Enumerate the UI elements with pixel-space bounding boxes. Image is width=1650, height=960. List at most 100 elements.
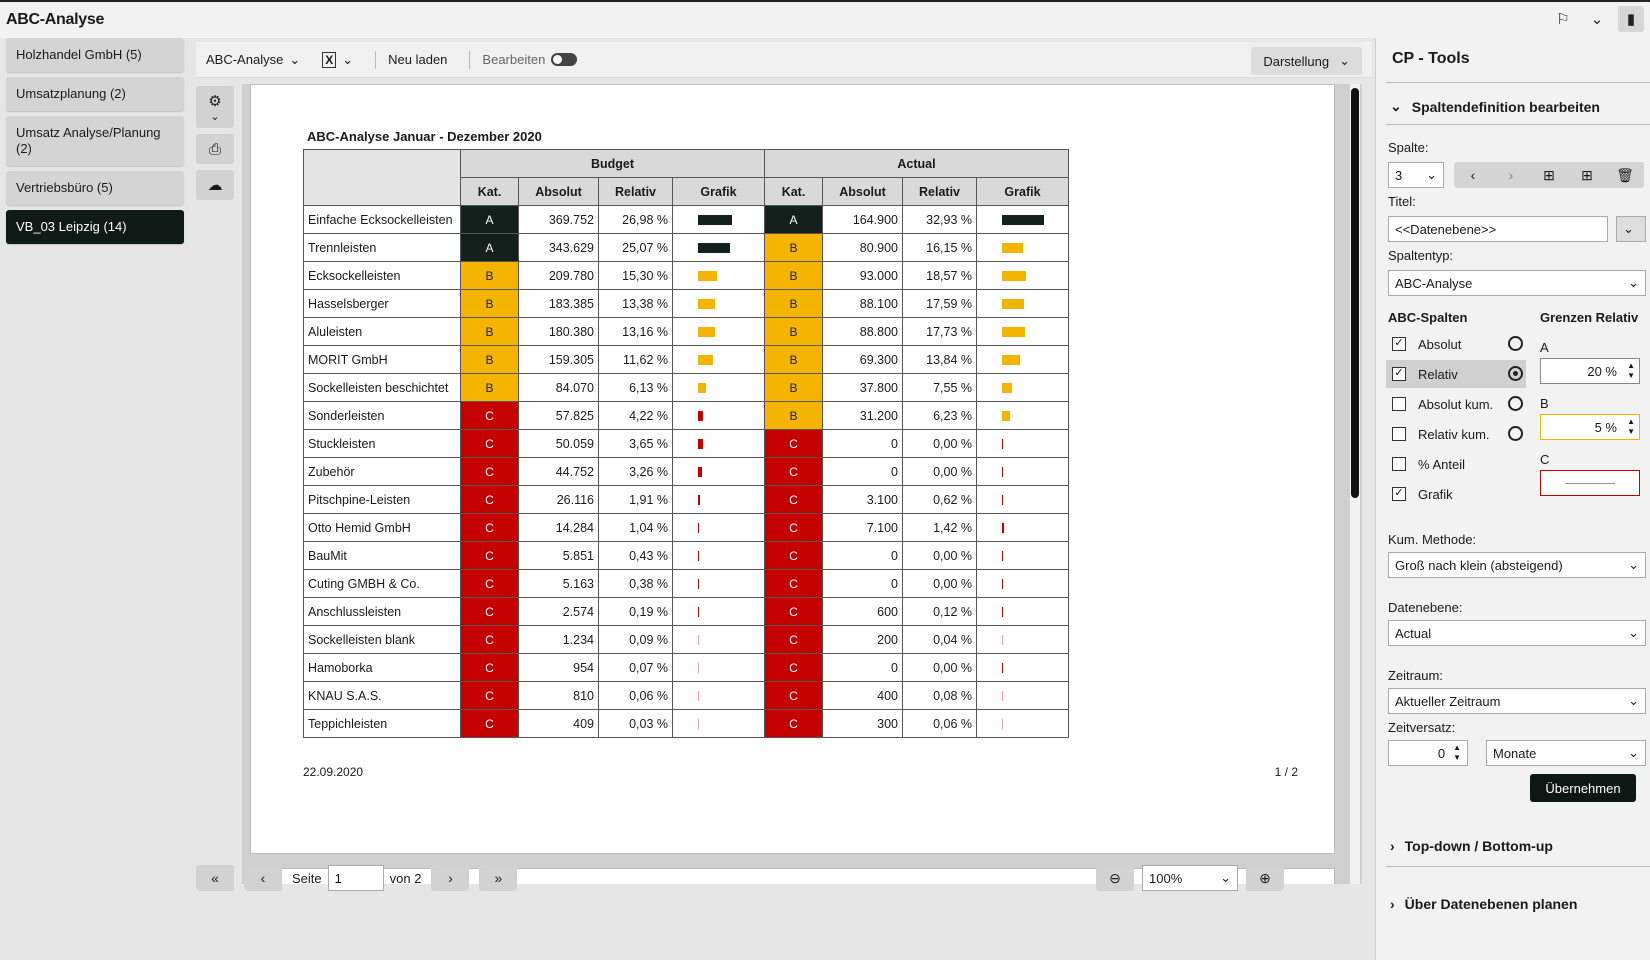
next-column-button[interactable]: › [1508, 167, 1514, 183]
next-page-button[interactable]: › [431, 865, 470, 891]
actual-bar [976, 541, 1069, 570]
prev-page-button[interactable]: ‹ [244, 865, 282, 891]
apply-button[interactable]: Übernehmen [1530, 774, 1636, 802]
zeitraum-label: Zeitraum: [1388, 668, 1443, 683]
actual-category: B [764, 345, 823, 374]
budget-absolute: 183.385 [518, 289, 599, 318]
nav-item[interactable]: Vertriebsbüro (5) [6, 171, 184, 205]
limit-a-input[interactable]: 20 % ▲ ▼ [1540, 358, 1640, 384]
grafik-bar [1002, 634, 1003, 645]
abc-option-row[interactable]: ✓ Absolut [1386, 330, 1526, 358]
spinner-icon[interactable]: ▲ ▼ [1627, 361, 1635, 380]
abc-option-row[interactable]: Absolut kum. [1386, 390, 1526, 418]
nav-item[interactable]: Umsatzplanung (2) [6, 77, 184, 111]
checkbox-checked-icon[interactable]: ✓ [1392, 487, 1406, 501]
settings-button[interactable]: ⚙ ⌄ [196, 86, 234, 128]
bookmark-icon[interactable]: ▮ [1618, 6, 1644, 32]
document-area[interactable]: ABC-Analyse Januar - Dezember 2020 Budge… [242, 84, 1362, 884]
titel-dropdown-button[interactable]: ⌄ [1616, 216, 1646, 242]
prev-column-button[interactable]: ‹ [1470, 167, 1476, 183]
toggle-switch[interactable] [551, 53, 578, 66]
chevron-down-icon: ⌄ [1390, 98, 1402, 114]
actual-category: C [764, 541, 823, 570]
display-button[interactable]: Darstellung ⌄ [1251, 47, 1362, 75]
first-page-button[interactable]: « [196, 865, 234, 891]
zeitversatz-input[interactable]: 0 ▲ ▼ [1388, 740, 1468, 766]
trash-icon[interactable]: 🗑 [1616, 166, 1634, 183]
kum-method-select[interactable]: Groß nach klein (absteigend) ⌄ [1388, 552, 1646, 578]
report-select[interactable]: ABC-Analyse ⌄ [206, 51, 301, 68]
actual-bar [976, 401, 1069, 430]
limit-b-input[interactable]: 5 % ▲ ▼ [1540, 414, 1640, 440]
left-navigation: Holzhandel GmbH (5) Umsatzplanung (2) Umsa… [0, 38, 190, 960]
zoom-select[interactable]: 100% ⌄ [1142, 865, 1238, 891]
flag-icon[interactable]: ⚐ [1556, 11, 1570, 28]
nav-item[interactable]: Holzhandel GmbH (5) [6, 38, 184, 72]
checkbox-icon[interactable] [1392, 427, 1406, 441]
spaltentyp-select[interactable]: ABC-Analyse ⌄ [1388, 270, 1646, 296]
spinner-icon[interactable]: ▲ ▼ [1627, 417, 1635, 436]
titel-input[interactable]: <<Datenebene>> [1388, 216, 1608, 242]
budget-bar [672, 289, 765, 318]
zeitversatz-unit-select[interactable]: Monate ⌄ [1486, 740, 1646, 766]
zoom-out-icon: ⊖ [1109, 869, 1121, 886]
scrollbar-thumb[interactable] [1351, 88, 1359, 498]
limits-label: Grenzen Relativ [1540, 310, 1639, 325]
chevron-down-icon: ⌄ [1628, 275, 1639, 290]
edit-toggle[interactable]: Bearbeiten [482, 52, 578, 67]
section-top-down[interactable]: › Top-down / Bottom-up [1390, 838, 1553, 854]
divider [1386, 866, 1650, 867]
insert-column-right-icon[interactable]: ⊞ [1581, 166, 1593, 183]
spalte-select[interactable]: 3 ⌄ [1388, 162, 1444, 188]
reload-button[interactable]: Neu laden [388, 52, 448, 67]
section-data-levels[interactable]: › Über Datenebenen planen [1390, 896, 1578, 912]
chevron-down-icon: ⌄ [289, 51, 301, 67]
page-of-label: von 2 [389, 870, 422, 886]
checkbox-checked-icon[interactable]: ✓ [1392, 337, 1406, 351]
chevron-down-icon: ⌄ [1628, 625, 1639, 640]
table-row: MORIT GmbH B 159.305 11,62 % B 69.300 13,84 % [303, 345, 1069, 374]
limit-c-input[interactable] [1540, 470, 1640, 496]
grafik-bar [698, 690, 699, 701]
last-page-button[interactable]: » [479, 865, 518, 891]
grafik-bar [698, 410, 703, 421]
budget-category: C [460, 401, 519, 430]
col-header: Kat. [764, 177, 823, 206]
page-input[interactable] [327, 865, 384, 891]
actual-category: C [764, 457, 823, 486]
abc-option-row[interactable]: ✓ Grafik [1386, 480, 1526, 508]
vertical-scrollbar[interactable] [1350, 84, 1360, 884]
actual-absolute: 600 [822, 597, 903, 626]
actual-bar [976, 233, 1069, 262]
radio-button[interactable] [1508, 426, 1523, 441]
actual-absolute: 300 [822, 709, 903, 738]
budget-bar [672, 541, 765, 570]
nav-item[interactable]: Umsatz Analyse/Planung (2) [6, 116, 184, 166]
checkbox-icon[interactable] [1392, 457, 1406, 471]
actual-category: B [764, 233, 823, 262]
actual-bar [976, 261, 1069, 290]
radio-button[interactable] [1508, 336, 1523, 351]
radio-button[interactable] [1508, 396, 1523, 411]
chevron-down-icon[interactable]: ⌄ [1590, 11, 1604, 28]
abc-option-row[interactable]: ✓ Relativ [1386, 360, 1526, 388]
checkbox-checked-icon[interactable]: ✓ [1392, 367, 1406, 381]
excel-export-button[interactable]: X ⌄ [322, 51, 353, 68]
zeitraum-select[interactable]: Aktueller Zeitraum ⌄ [1388, 688, 1646, 714]
spinner-icon[interactable]: ▲ ▼ [1453, 743, 1461, 762]
insert-column-left-icon[interactable]: ⊞ [1543, 166, 1555, 183]
checkbox-icon[interactable] [1392, 397, 1406, 411]
abc-option-row[interactable]: Relativ kum. [1386, 420, 1526, 448]
budget-category: C [460, 625, 519, 654]
nav-item[interactable]: VB_03 Leipzig (14) [6, 210, 184, 244]
abc-option-row[interactable]: % Anteil [1386, 450, 1526, 478]
datenebene-select[interactable]: Actual ⌄ [1388, 620, 1646, 646]
actual-bar [976, 317, 1069, 346]
zoom-in-button[interactable]: ⊕ [1246, 865, 1284, 891]
section-column-definition[interactable]: ⌄ Spaltendefinition bearbeiten [1390, 98, 1600, 115]
print-button[interactable]: ⎙ [196, 134, 234, 164]
actual-absolute: 400 [822, 681, 903, 710]
cloud-download-button[interactable]: ☁ [196, 170, 234, 200]
zoom-out-button[interactable]: ⊖ [1096, 865, 1134, 891]
radio-button[interactable] [1508, 366, 1523, 381]
